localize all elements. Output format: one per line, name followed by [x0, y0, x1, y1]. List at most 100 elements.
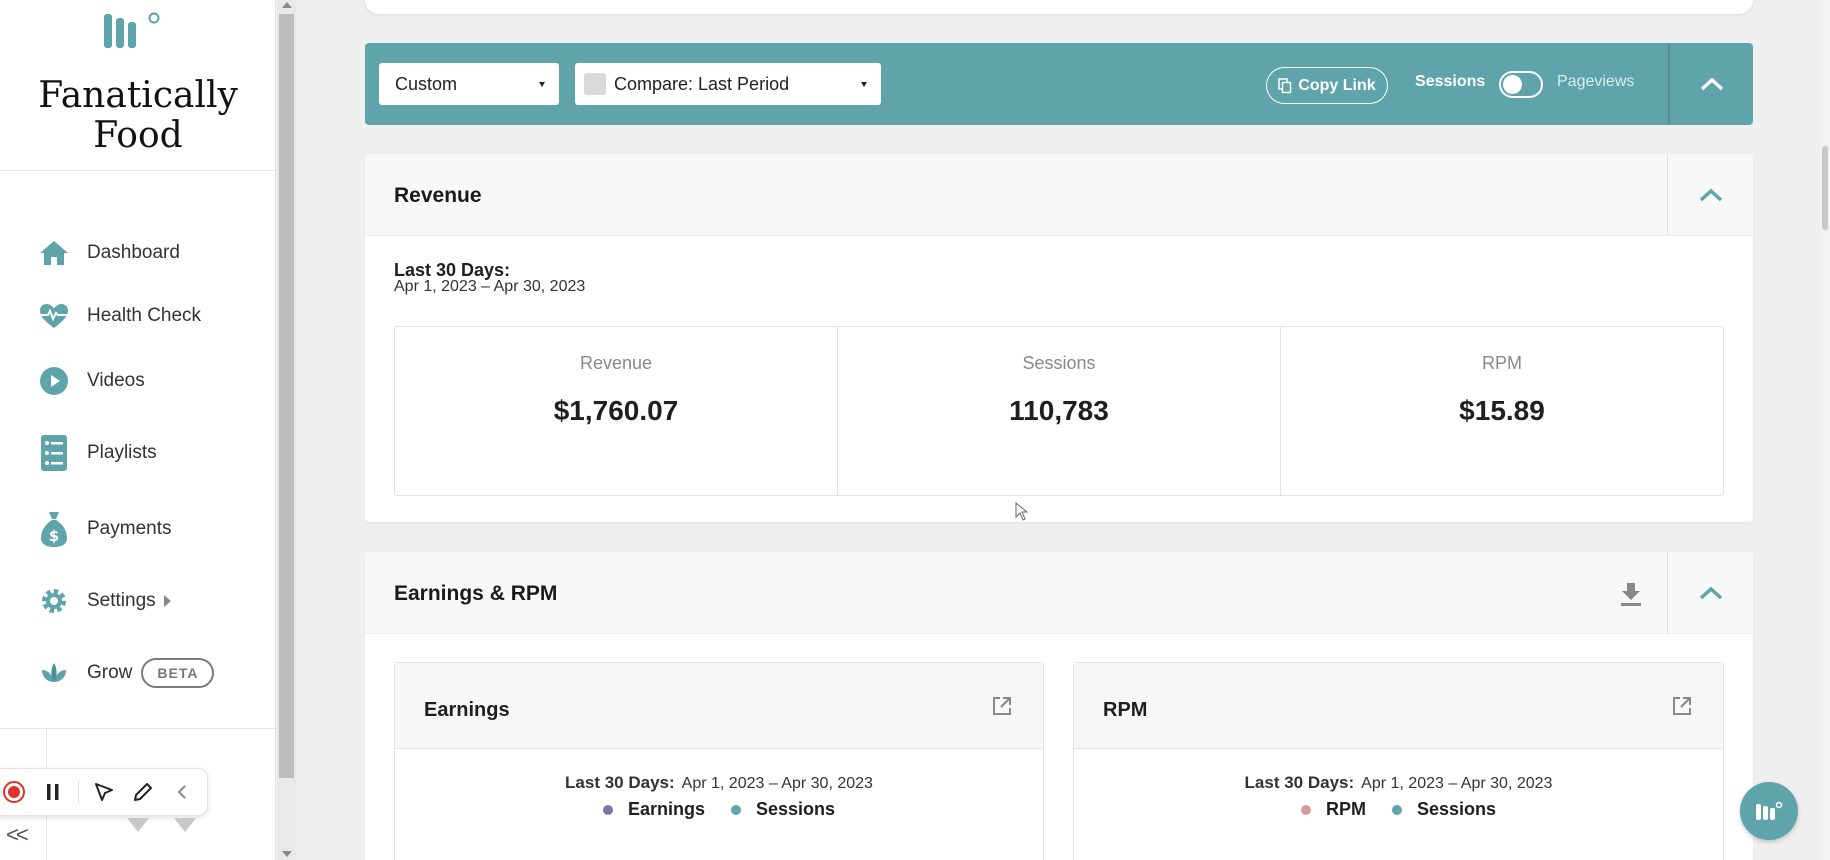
external-link-icon[interactable]: [1671, 695, 1693, 717]
caret-down-icon: [861, 82, 867, 87]
sidebar-item-videos[interactable]: Videos: [38, 361, 145, 401]
sidebar-item-label: Grow: [87, 662, 133, 683]
earnings-panel-title: Earnings: [424, 699, 510, 721]
heartbeat-icon: [38, 300, 70, 332]
earnings-panel: Earnings Last 30 Days: Apr 1, 2023 – Apr …: [394, 662, 1044, 860]
svg-text:$: $: [49, 527, 59, 545]
caret-down-icon: [539, 82, 545, 87]
brand-name: Fanatically Food: [0, 76, 276, 156]
legend-dot: [1391, 804, 1402, 815]
filter-bar: Custom Compare: Last Period Copy Link Se…: [365, 43, 1753, 125]
sidebar-divider: [0, 170, 276, 171]
copy-link-button[interactable]: Copy Link: [1266, 67, 1388, 104]
scroll-up-icon[interactable]: [282, 2, 292, 8]
play-icon: [38, 365, 70, 397]
page-scrollbar[interactable]: [1820, 0, 1830, 860]
legend-item-earnings[interactable]: Earnings: [602, 799, 705, 820]
toolbar-divider: [78, 781, 80, 803]
stat-sessions: Sessions 110,783: [837, 327, 1280, 495]
period-range: Apr 1, 2023 – Apr 30, 2023: [394, 278, 586, 295]
collapse-icon[interactable]: <<: [6, 822, 29, 847]
sidebar-item-label: Settings: [87, 590, 156, 611]
triangle-icon: [127, 818, 149, 832]
home-icon: [38, 237, 70, 269]
beta-badge: BETA: [141, 658, 215, 688]
chevron-left-icon[interactable]: [168, 777, 195, 807]
sidebar-item-settings[interactable]: Settings: [38, 581, 171, 621]
chevron-up-icon: [1699, 586, 1722, 600]
sidebar-item-health-check[interactable]: Health Check: [38, 296, 201, 336]
compare-select[interactable]: Compare: Last Period: [575, 63, 881, 105]
download-icon[interactable]: [1618, 581, 1644, 607]
brand-logo-icon[interactable]: [102, 8, 164, 50]
scroll-down-icon[interactable]: [282, 851, 292, 857]
external-link-icon[interactable]: [991, 695, 1013, 717]
rpm-panel-header: RPM: [1074, 663, 1723, 749]
sidebar-item-grow[interactable]: Grow BETA: [38, 653, 215, 693]
revenue-card: Revenue Last 30 Days: Apr 1, 2023 – Apr …: [365, 154, 1753, 522]
brand-name-line1: Fanatically: [38, 75, 238, 116]
chevron-right-icon: [163, 595, 171, 607]
period-title: Last 30 Days:: [565, 773, 675, 792]
sidebar: Fanatically Food Dashboard Health Check …: [0, 0, 276, 860]
chat-button[interactable]: [1740, 782, 1798, 840]
sidebar-item-playlists[interactable]: Playlists: [38, 433, 157, 473]
revenue-stats: Revenue $1,760.07 Sessions 110,783 RPM $…: [394, 326, 1724, 496]
chevron-up-icon: [1700, 77, 1723, 91]
mouse-cursor-icon: [1015, 501, 1029, 527]
earnings-rpm-card-header: Earnings & RPM: [365, 552, 1753, 634]
revenue-title: Revenue: [394, 184, 482, 207]
sidebar-item-label: Dashboard: [87, 242, 180, 263]
earnings-rpm-title: Earnings & RPM: [394, 582, 558, 605]
collapse-filter-button[interactable]: [1670, 43, 1753, 125]
gear-icon: [38, 585, 70, 617]
pointer-icon[interactable]: [91, 777, 118, 807]
period-title: Last 30 Days:: [394, 260, 511, 280]
sidebar-item-label: Health Check: [87, 305, 202, 326]
top-card: [365, 0, 1753, 14]
sidebar-item-dashboard[interactable]: Dashboard: [38, 233, 180, 273]
period-range: Apr 1, 2023 – Apr 30, 2023: [681, 775, 873, 792]
leaf-icon: [38, 657, 70, 689]
recorder-toolbar: [0, 768, 208, 816]
rpm-period: Last 30 Days: Apr 1, 2023 – Apr 30, 2023: [1074, 773, 1723, 793]
period-title: Last 30 Days:: [1244, 773, 1355, 792]
compare-select-value: Compare: Last Period: [614, 73, 790, 94]
toggle-label-pageviews[interactable]: Pageviews: [1557, 73, 1635, 90]
copy-icon: [1278, 77, 1292, 93]
record-icon[interactable]: [1, 777, 28, 807]
pencil-icon[interactable]: [130, 777, 157, 807]
pause-icon[interactable]: [40, 777, 67, 807]
sidebar-divider: [0, 728, 276, 729]
legend-item-sessions[interactable]: Sessions: [1391, 799, 1496, 820]
collapse-revenue-button[interactable]: [1668, 154, 1753, 236]
legend-item-rpm[interactable]: RPM: [1300, 799, 1366, 820]
sidebar-item-payments[interactable]: $ Payments: [38, 509, 171, 549]
triangle-icon: [174, 818, 196, 832]
legend-item-sessions[interactable]: Sessions: [730, 799, 835, 820]
earnings-rpm-card: Earnings & RPM Earnings Last 30 Days: Apr…: [365, 552, 1753, 860]
rpm-panel: RPM Last 30 Days: Apr 1, 2023 – Apr 30, 2…: [1073, 662, 1724, 860]
collapse-earnings-rpm-button[interactable]: [1668, 552, 1753, 634]
rpm-legend: RPM Sessions: [1074, 799, 1723, 820]
range-select-value: Custom: [395, 73, 458, 94]
toggle-knob: [1503, 75, 1522, 94]
stat-value: 110,783: [1009, 395, 1109, 426]
stat-label: Revenue: [579, 353, 653, 373]
sidebar-item-label: Videos: [87, 370, 145, 391]
copy-link-label: Copy Link: [1298, 76, 1376, 94]
stat-label: Sessions: [1022, 353, 1096, 373]
sidebar-item-label: Playlists: [87, 442, 157, 463]
stat-value: $1,760.07: [553, 395, 679, 426]
earnings-period: Last 30 Days: Apr 1, 2023 – Apr 30, 2023: [395, 773, 1043, 793]
brand-name-line2: Food: [93, 115, 183, 156]
range-select[interactable]: Custom: [379, 63, 559, 105]
page-scrollbar-thumb[interactable]: [1822, 146, 1828, 230]
sessions-pageviews-toggle[interactable]: [1499, 71, 1543, 98]
list-icon: [38, 435, 70, 471]
earnings-legend: Earnings Sessions: [395, 799, 1043, 820]
toggle-label-sessions[interactable]: Sessions: [1415, 73, 1486, 90]
stat-value: $15.89: [1459, 395, 1545, 426]
legend-dot: [730, 804, 741, 815]
sidebar-scrollbar-thumb[interactable]: [279, 14, 294, 778]
